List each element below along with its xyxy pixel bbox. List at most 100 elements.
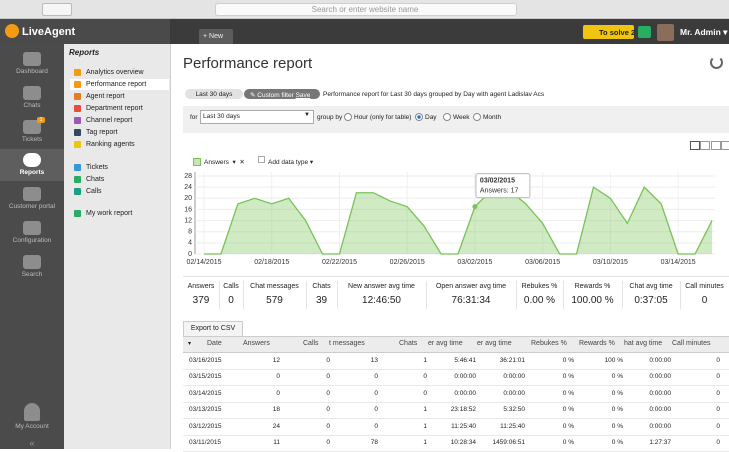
table-cell: 0 [326,406,330,414]
radio-label[interactable]: Day [425,114,437,121]
table-cell: 0 % [562,439,574,446]
nav-label[interactable]: Dashboard [16,68,48,75]
settings-icon[interactable] [721,141,729,150]
x-tick-label: 02/26/2015 [390,259,425,266]
nav-label[interactable]: Tickets [21,136,43,143]
user-name[interactable]: Mr. Admin ▾ [680,27,728,37]
table-header-cell[interactable]: er avg time [477,340,512,347]
nav-icon[interactable] [23,221,41,235]
table-cell: 12 [272,357,280,364]
custom-filter-text: Custom filter [257,92,294,99]
radio[interactable] [473,113,481,121]
save-link[interactable]: Save [295,92,311,99]
nav-buttons[interactable] [42,3,72,16]
nav-icon[interactable] [23,153,41,167]
summary-value: 579 [266,295,283,306]
chat-status[interactable] [638,26,651,38]
table-header-cell[interactable]: Answers [243,340,270,347]
submenu-item[interactable]: Analytics overview [86,69,144,76]
table-header-cell[interactable]: t messages [329,340,365,347]
nav-label[interactable]: Search [21,271,43,278]
submenu-item[interactable]: Calls [86,188,102,195]
address-bar[interactable] [215,3,517,16]
legend-swatch [193,158,201,166]
x-tick-label: 03/14/2015 [661,259,696,266]
submenu [64,44,171,449]
avatar[interactable] [657,24,674,41]
table-header-cell[interactable]: Chats [399,340,418,347]
table-row [183,353,729,370]
range-select[interactable] [200,110,314,124]
table-header-cell[interactable]: Calls [303,340,319,347]
submenu-item[interactable]: My work report [86,210,133,217]
collapse[interactable]: « [29,438,35,448]
nav-label[interactable]: Configuration [12,237,52,244]
table-cell: 03/16/2015 [189,357,222,364]
table-cell: 03/14/2015 [189,389,222,397]
submenu-item[interactable]: Performance report [86,81,147,88]
sort-arrow[interactable]: ▾ [188,341,192,347]
nav-icon[interactable] [23,52,41,66]
nav-icon[interactable] [23,120,41,134]
submenu-item[interactable]: Agent report [86,93,125,100]
submenu-item[interactable]: Channel report [86,117,133,124]
radio[interactable] [344,113,352,121]
account-label[interactable]: My Account [15,423,49,430]
legend-text: Answers [204,159,229,166]
table-icon[interactable] [700,141,710,150]
group-by-label: group by [317,114,343,121]
submenu-item[interactable]: Ranking agents [86,141,135,148]
radio-label[interactable]: Hour (only for table) [354,114,412,121]
table-header-cell[interactable]: hat avg time [624,340,663,347]
table-header-cell[interactable]: Rebukes % [531,340,567,347]
summary-separator [337,281,338,309]
to-solve-button[interactable] [583,25,634,39]
new-button[interactable] [199,29,233,44]
summary-separator [563,281,564,309]
table-cell: 11:25:40 [451,422,476,430]
custom-filter-label: ✎ Custom filter Save [250,92,311,99]
summary-label: Chat avg time [629,283,673,290]
submenu-icon [74,164,81,171]
table-header-cell[interactable]: Rewards % [579,340,615,347]
nav-icon[interactable] [23,187,41,201]
table-cell: 5:46:41 [454,357,476,364]
nav-label[interactable]: Customer portal [8,203,56,210]
radio-label[interactable]: Month [483,114,502,121]
radio[interactable] [443,113,451,121]
add-checkbox[interactable] [258,156,265,163]
table-header-cell[interactable]: er avg time [428,340,463,347]
summary-label: Open answer avg time [435,283,507,290]
add-data-type[interactable]: Add data type ▾ [268,159,314,166]
radio-label[interactable]: Week [453,114,470,121]
save-icon[interactable] [711,141,721,150]
submenu-item[interactable]: Tag report [86,129,118,136]
submenu-item[interactable]: Tickets [86,164,108,171]
table-cell: 0:00:00 [649,406,671,414]
custom-filter[interactable] [244,89,320,99]
account-icon[interactable] [24,403,40,421]
nav-icon[interactable] [23,86,41,100]
radio[interactable] [415,113,423,121]
table-cell: 0 [326,373,330,381]
chart: 0 4 8 12 16 20 24 28 02/14/2015 02/18/2015 02/22/2… [184,172,715,266]
export-button[interactable] [183,321,243,336]
summary-separator [219,281,220,309]
table-cell: 0:00:00 [649,357,671,364]
nav-label[interactable]: Reports [19,169,45,176]
table-header-cell[interactable]: Call minutes [672,340,711,347]
legend-label[interactable]: Answers ▾ ✕ [204,159,245,166]
y-tick-label: 0 [188,251,192,258]
chart-icon[interactable] [690,141,700,150]
table-header-cell[interactable]: Date [207,340,222,347]
summary-label: Call minutes [685,283,724,290]
nav-label[interactable]: Chats [23,102,41,109]
submenu-item[interactable]: Department report [86,105,143,112]
filter-tab[interactable] [185,89,243,99]
table-cell: 0 [716,357,720,364]
refresh-icon[interactable] [710,56,723,69]
submenu-item[interactable]: Chats [86,176,105,183]
nav-icon[interactable] [23,255,41,269]
table-row [183,419,729,436]
table-cell: 0 % [611,406,623,414]
